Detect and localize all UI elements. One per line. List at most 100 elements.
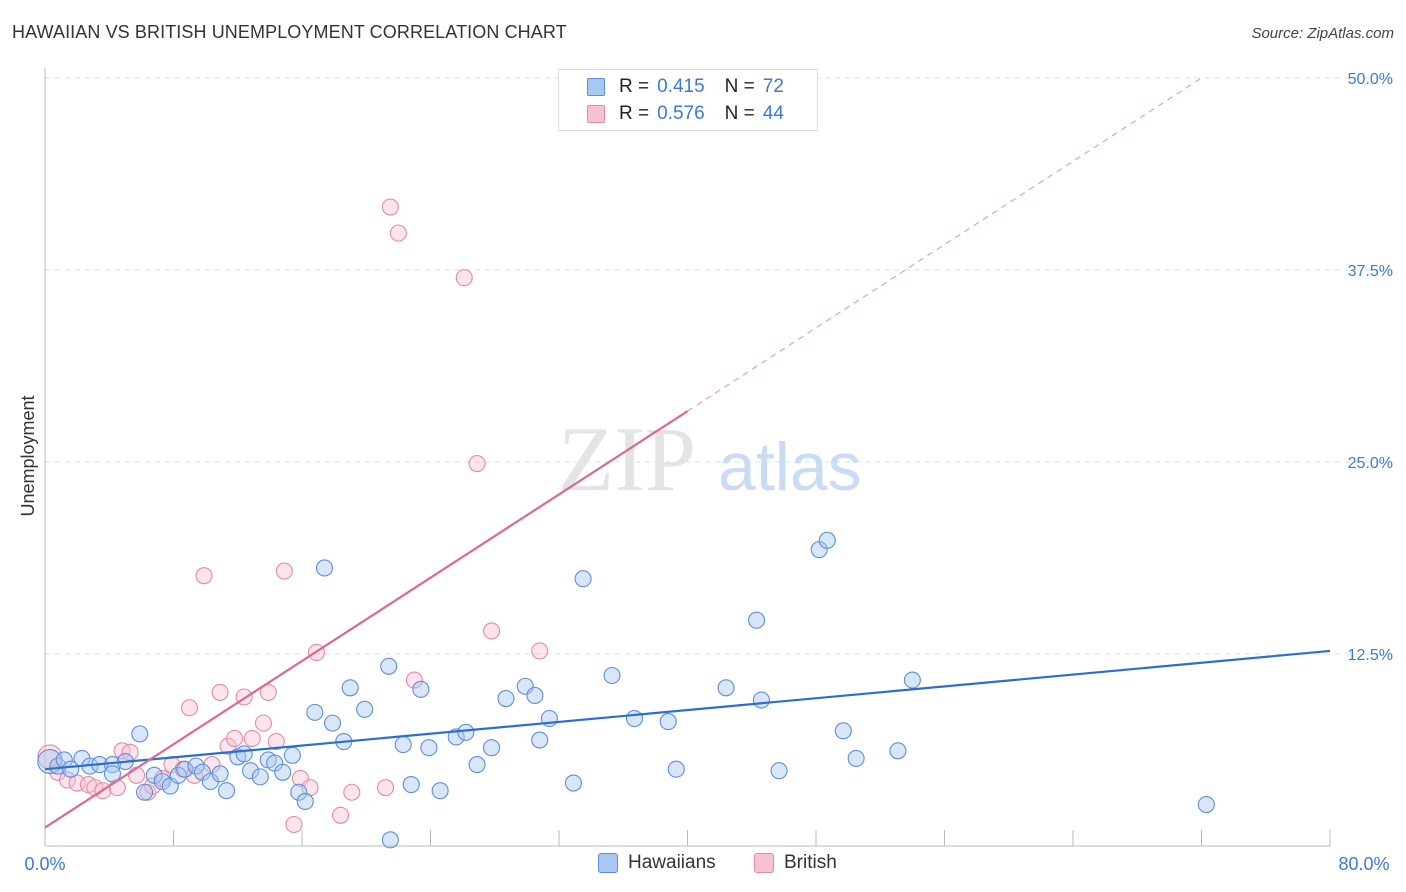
- hawaiians-point: [217, 782, 236, 800]
- british-point: [211, 683, 229, 701]
- british-point: [455, 269, 473, 287]
- hawaiians-point: [431, 782, 449, 800]
- hawaiians-point: [251, 768, 269, 786]
- hawaiians-point: [315, 559, 334, 577]
- hawaiians-point: [323, 714, 342, 732]
- british-point: [58, 771, 77, 789]
- hawaiians-point: [603, 666, 621, 685]
- hawaiians-point: [659, 713, 677, 731]
- hawaiians-point: [457, 723, 475, 741]
- british-point: [243, 729, 261, 748]
- x-tick-label: 80.0%: [1338, 854, 1389, 874]
- hawaiians-point: [834, 722, 852, 740]
- hawaiians-point: [290, 783, 308, 801]
- hawaiians-point: [717, 679, 735, 697]
- y-tick-label: 12.5%: [1348, 647, 1393, 664]
- hawaiians-point: [187, 757, 205, 775]
- legend-swatch-british: [587, 105, 605, 123]
- watermark-zip: ZIP: [558, 408, 696, 510]
- british-point: [267, 733, 285, 751]
- hawaiians-point: [380, 657, 398, 675]
- hawaiians-point: [176, 760, 194, 778]
- british-point: [259, 683, 277, 701]
- british-point: [468, 454, 486, 473]
- hawaiians-point: [531, 731, 549, 749]
- legend-item-british[interactable]: British: [754, 852, 837, 874]
- british-point: [181, 699, 199, 717]
- hawaiians-point: [526, 686, 544, 705]
- legend-r-label: R =: [619, 103, 650, 124]
- hawaiians-point: [667, 760, 685, 778]
- legend-item-hawaiians[interactable]: Hawaiians: [598, 852, 716, 874]
- hawaiians-point: [770, 762, 788, 780]
- british-point: [376, 779, 395, 797]
- british-point: [405, 671, 423, 689]
- y-axis-label: Unemployment: [18, 395, 38, 516]
- hawaiians-point: [752, 691, 770, 709]
- legend-label-hawaiians: Hawaiians: [628, 852, 716, 873]
- y-tick-label: 37.5%: [1348, 263, 1393, 280]
- hawaiians-point: [468, 756, 486, 774]
- hawaiians-point: [211, 765, 229, 783]
- hawaiians-point: [1197, 795, 1215, 814]
- hawaiians-point: [818, 531, 836, 549]
- british-point: [343, 783, 361, 801]
- hawaiians-point: [903, 671, 921, 689]
- hawaiians-point: [381, 831, 399, 849]
- british-point: [285, 815, 303, 834]
- legend-r-value: 0.415: [657, 76, 705, 97]
- hawaiians-point: [169, 766, 187, 784]
- hawaiians-point: [341, 679, 359, 697]
- british-point: [275, 562, 293, 580]
- hawaiians-point: [420, 739, 438, 757]
- hawaiians-point: [847, 749, 865, 767]
- hawaiians-point: [889, 742, 907, 760]
- hawaiians-point: [136, 783, 154, 801]
- chart-title: HAWAIIAN VS BRITISH UNEMPLOYMENT CORRELA…: [12, 22, 567, 42]
- hawaiians-point: [564, 774, 583, 792]
- legend-swatch-british: [754, 853, 774, 873]
- hawaiians-point: [62, 760, 80, 778]
- hawaiians-point: [412, 680, 430, 698]
- hawaiians-point: [274, 763, 292, 781]
- hawaiians-point: [242, 762, 260, 780]
- watermark-atlas: atlas: [718, 429, 862, 505]
- hawaiians-point: [402, 776, 420, 794]
- hawaiians-point: [103, 765, 122, 783]
- british-trend-line: [44, 410, 689, 829]
- hawaiians-trend-line: [44, 649, 1331, 771]
- british-point: [331, 806, 350, 824]
- hawaiians-point: [153, 772, 171, 791]
- legend-n-label: N =: [724, 103, 755, 124]
- legend-swatch-hawaiians: [598, 853, 618, 873]
- hawaiians-point: [131, 725, 149, 743]
- hawaiians-point: [625, 709, 644, 728]
- legend-n-label: N =: [724, 76, 755, 97]
- hawaiians-point: [482, 739, 501, 757]
- legend-r-label: R =: [619, 76, 650, 97]
- legend-row-british: R = 0.576 N = 44: [587, 101, 784, 127]
- series-legend: Hawaiians British: [0, 852, 1406, 876]
- gridlines: [45, 77, 1390, 655]
- british-trend-extension: [687, 77, 1202, 412]
- source-credit: Source: ZipAtlas.com: [1251, 25, 1394, 42]
- legend-swatch-hawaiians: [587, 78, 605, 96]
- legend-n-value: 72: [762, 76, 784, 97]
- correlation-legend: R = 0.415 N = 72 R = 0.576 N = 44: [558, 69, 818, 131]
- hawaiians-point: [394, 736, 412, 754]
- legend-row-hawaiians: R = 0.415 N = 72: [587, 74, 784, 100]
- hawaiians-point: [574, 570, 592, 588]
- hawaiians-point: [356, 700, 374, 718]
- axes: [44, 68, 1331, 847]
- hawaiians-point: [296, 792, 314, 811]
- british-point: [389, 224, 407, 242]
- hawaiians-point: [306, 703, 324, 721]
- hawaiians-point: [748, 611, 766, 629]
- hawaiians-point: [49, 757, 67, 775]
- british-point: [128, 766, 146, 784]
- british-point: [195, 567, 213, 585]
- hawaiians-point: [447, 728, 465, 746]
- legend-r-value: 0.576: [657, 103, 705, 124]
- british-point: [225, 729, 244, 748]
